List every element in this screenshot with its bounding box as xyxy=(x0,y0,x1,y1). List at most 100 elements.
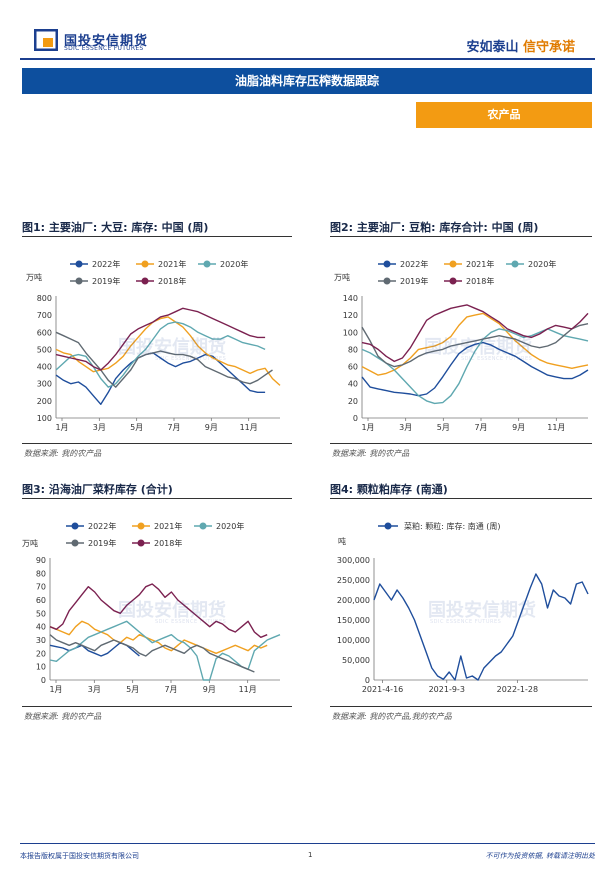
x-tick-label: 3月 xyxy=(399,423,412,432)
x-tick-label: 1月 xyxy=(49,685,62,694)
x-tick-label: 5月 xyxy=(130,423,143,432)
legend-label: 2021年 xyxy=(154,521,182,531)
legend-swatch-dot xyxy=(75,260,83,268)
category-tag: 农产品 xyxy=(416,102,592,128)
y-tick-label: 80 xyxy=(348,345,358,354)
legend-item: 2019年 xyxy=(66,538,116,548)
series-line xyxy=(361,341,589,397)
y-tick-label: 60 xyxy=(348,363,358,372)
y-tick-label: 60 xyxy=(36,596,46,605)
series-line xyxy=(373,573,589,681)
figure-3-divider xyxy=(22,498,292,499)
legend-label: 2020年 xyxy=(220,259,248,269)
y-tick-label: 10 xyxy=(36,663,46,672)
legend-item: 2022年 xyxy=(66,521,116,531)
figure-1-divider xyxy=(22,236,292,237)
figure-3-source-divider xyxy=(22,706,292,707)
footer-divider xyxy=(20,843,595,844)
series-line xyxy=(55,321,266,388)
x-tick-label: 9月 xyxy=(205,423,218,432)
series-line xyxy=(49,620,281,681)
legend-label: 2018年 xyxy=(154,538,182,548)
x-tick-label: 5月 xyxy=(126,685,139,694)
y-tick-label: 700 xyxy=(37,311,52,320)
legend-swatch-dot xyxy=(383,277,391,285)
legend-swatch-dot xyxy=(141,260,149,268)
y-tick-label: 50,000 xyxy=(342,656,370,665)
series-line xyxy=(55,331,273,388)
x-tick-label: 2022-1-28 xyxy=(497,685,538,694)
figure-4-source-divider xyxy=(330,706,592,707)
series-line xyxy=(361,304,589,363)
axis-unit: 万吨 xyxy=(26,272,42,282)
x-tick-label: 9月 xyxy=(203,685,216,694)
chart-svg: 2022年 2021年 2020年 2019年 2018年 万吨 0 10 20 30 40 50 60… xyxy=(22,521,281,694)
y-tick-label: 800 xyxy=(37,294,52,303)
figure-3-chart: 2022年 2021年 2020年 2019年 2018年 万吨 0 10 20 30 40 50 60… xyxy=(20,508,300,723)
figure-1-source: 数据来源: 我的农产品 xyxy=(24,449,102,458)
legend-item: 2021年 xyxy=(444,259,494,269)
y-tick-label: 90 xyxy=(36,556,46,565)
legend-item: 2018年 xyxy=(444,276,494,286)
y-tick-label: 0 xyxy=(41,676,46,685)
y-tick-label: 200 xyxy=(37,397,52,406)
y-tick-label: 80 xyxy=(36,569,46,578)
legend-label: 2019年 xyxy=(92,276,120,286)
legend-swatch-dot xyxy=(71,539,79,547)
legend-swatch-dot xyxy=(449,277,457,285)
y-tick-label: 0 xyxy=(353,414,358,423)
legend-item: 2022年 xyxy=(70,259,120,269)
y-tick-label: 50 xyxy=(36,609,46,618)
x-tick-label: 1月 xyxy=(55,423,68,432)
legend-item: 2021年 xyxy=(132,521,182,531)
header-divider xyxy=(20,58,595,60)
legend-item: 2021年 xyxy=(136,259,186,269)
legend-item: 菜粕: 颗粒: 库存: 南通 (周) xyxy=(378,521,501,531)
series-line xyxy=(55,316,281,386)
axis-unit: 万吨 xyxy=(22,538,38,548)
footer-disclaimer: 不可作为投资依据, 转载请注明出处 xyxy=(485,852,595,860)
legend-label: 2019年 xyxy=(88,538,116,548)
legend-label: 2020年 xyxy=(216,521,244,531)
x-tick-label: 3月 xyxy=(93,423,106,432)
legend-label: 2022年 xyxy=(400,259,428,269)
legend-swatch-dot xyxy=(203,260,211,268)
legend-label: 2019年 xyxy=(400,276,428,286)
x-tick-label: 9月 xyxy=(512,423,525,432)
legend-swatch-dot xyxy=(71,522,79,530)
figure-4-title: 图4: 颗粒粕库存 (南通) xyxy=(330,483,448,496)
legend-swatch-dot xyxy=(199,522,207,530)
y-tick-label: 400 xyxy=(37,363,52,372)
chart-svg: 2022年 2021年 2020年 2019年 2018年 万吨 0 20 40 60 80 100 1… xyxy=(334,259,589,432)
figure-1-chart: 2022年 2021年 2020年 2019年 2018年 万吨 100 200 300 400 5… xyxy=(20,246,300,461)
x-tick-label: 11月 xyxy=(239,685,257,694)
x-tick-label: 3月 xyxy=(88,685,101,694)
slogan-part-2: 信守承诺 xyxy=(522,40,575,55)
x-tick-label: 11月 xyxy=(240,423,258,432)
figure-2-divider xyxy=(330,236,592,237)
slogan-part-1: 安如泰山 xyxy=(466,40,519,55)
figure-3-title: 图3: 沿海油厂菜籽库存 (合计) xyxy=(22,483,173,496)
figure-2-chart: 2022年 2021年 2020年 2019年 2018年 万吨 0 20 40 60 80 100 1… xyxy=(326,246,606,461)
chart-svg: 菜粕: 颗粒: 库存: 南通 (周) 吨 0 50,000 100,000 150,000… xyxy=(337,521,589,694)
legend-item: 2020年 xyxy=(194,521,244,531)
legend-label: 2018年 xyxy=(158,276,186,286)
legend-label: 2021年 xyxy=(158,259,186,269)
y-tick-label: 100 xyxy=(37,414,52,423)
x-tick-label: 7月 xyxy=(474,423,487,432)
series-line xyxy=(49,583,268,639)
report-title: 油脂油料库存压榨数据跟踪 xyxy=(22,68,592,94)
legend-item: 2018年 xyxy=(132,538,182,548)
legend-swatch-dot xyxy=(383,260,391,268)
legend-swatch-dot xyxy=(137,539,145,547)
legend-swatch-dot xyxy=(384,522,392,530)
chart-svg: 2022年 2021年 2020年 2019年 2018年 万吨 100 200 300 400 5… xyxy=(26,259,281,432)
figure-4-divider xyxy=(330,498,592,499)
series-line xyxy=(361,328,589,405)
figure-4-source: 数据来源: 我的农产品,我的农产品 xyxy=(332,712,452,721)
series-line xyxy=(55,307,266,371)
x-tick-label: 2021-9-3 xyxy=(429,685,465,694)
legend-item: 2020年 xyxy=(506,259,556,269)
legend-label: 2021年 xyxy=(466,259,494,269)
y-tick-label: 70 xyxy=(36,583,46,592)
